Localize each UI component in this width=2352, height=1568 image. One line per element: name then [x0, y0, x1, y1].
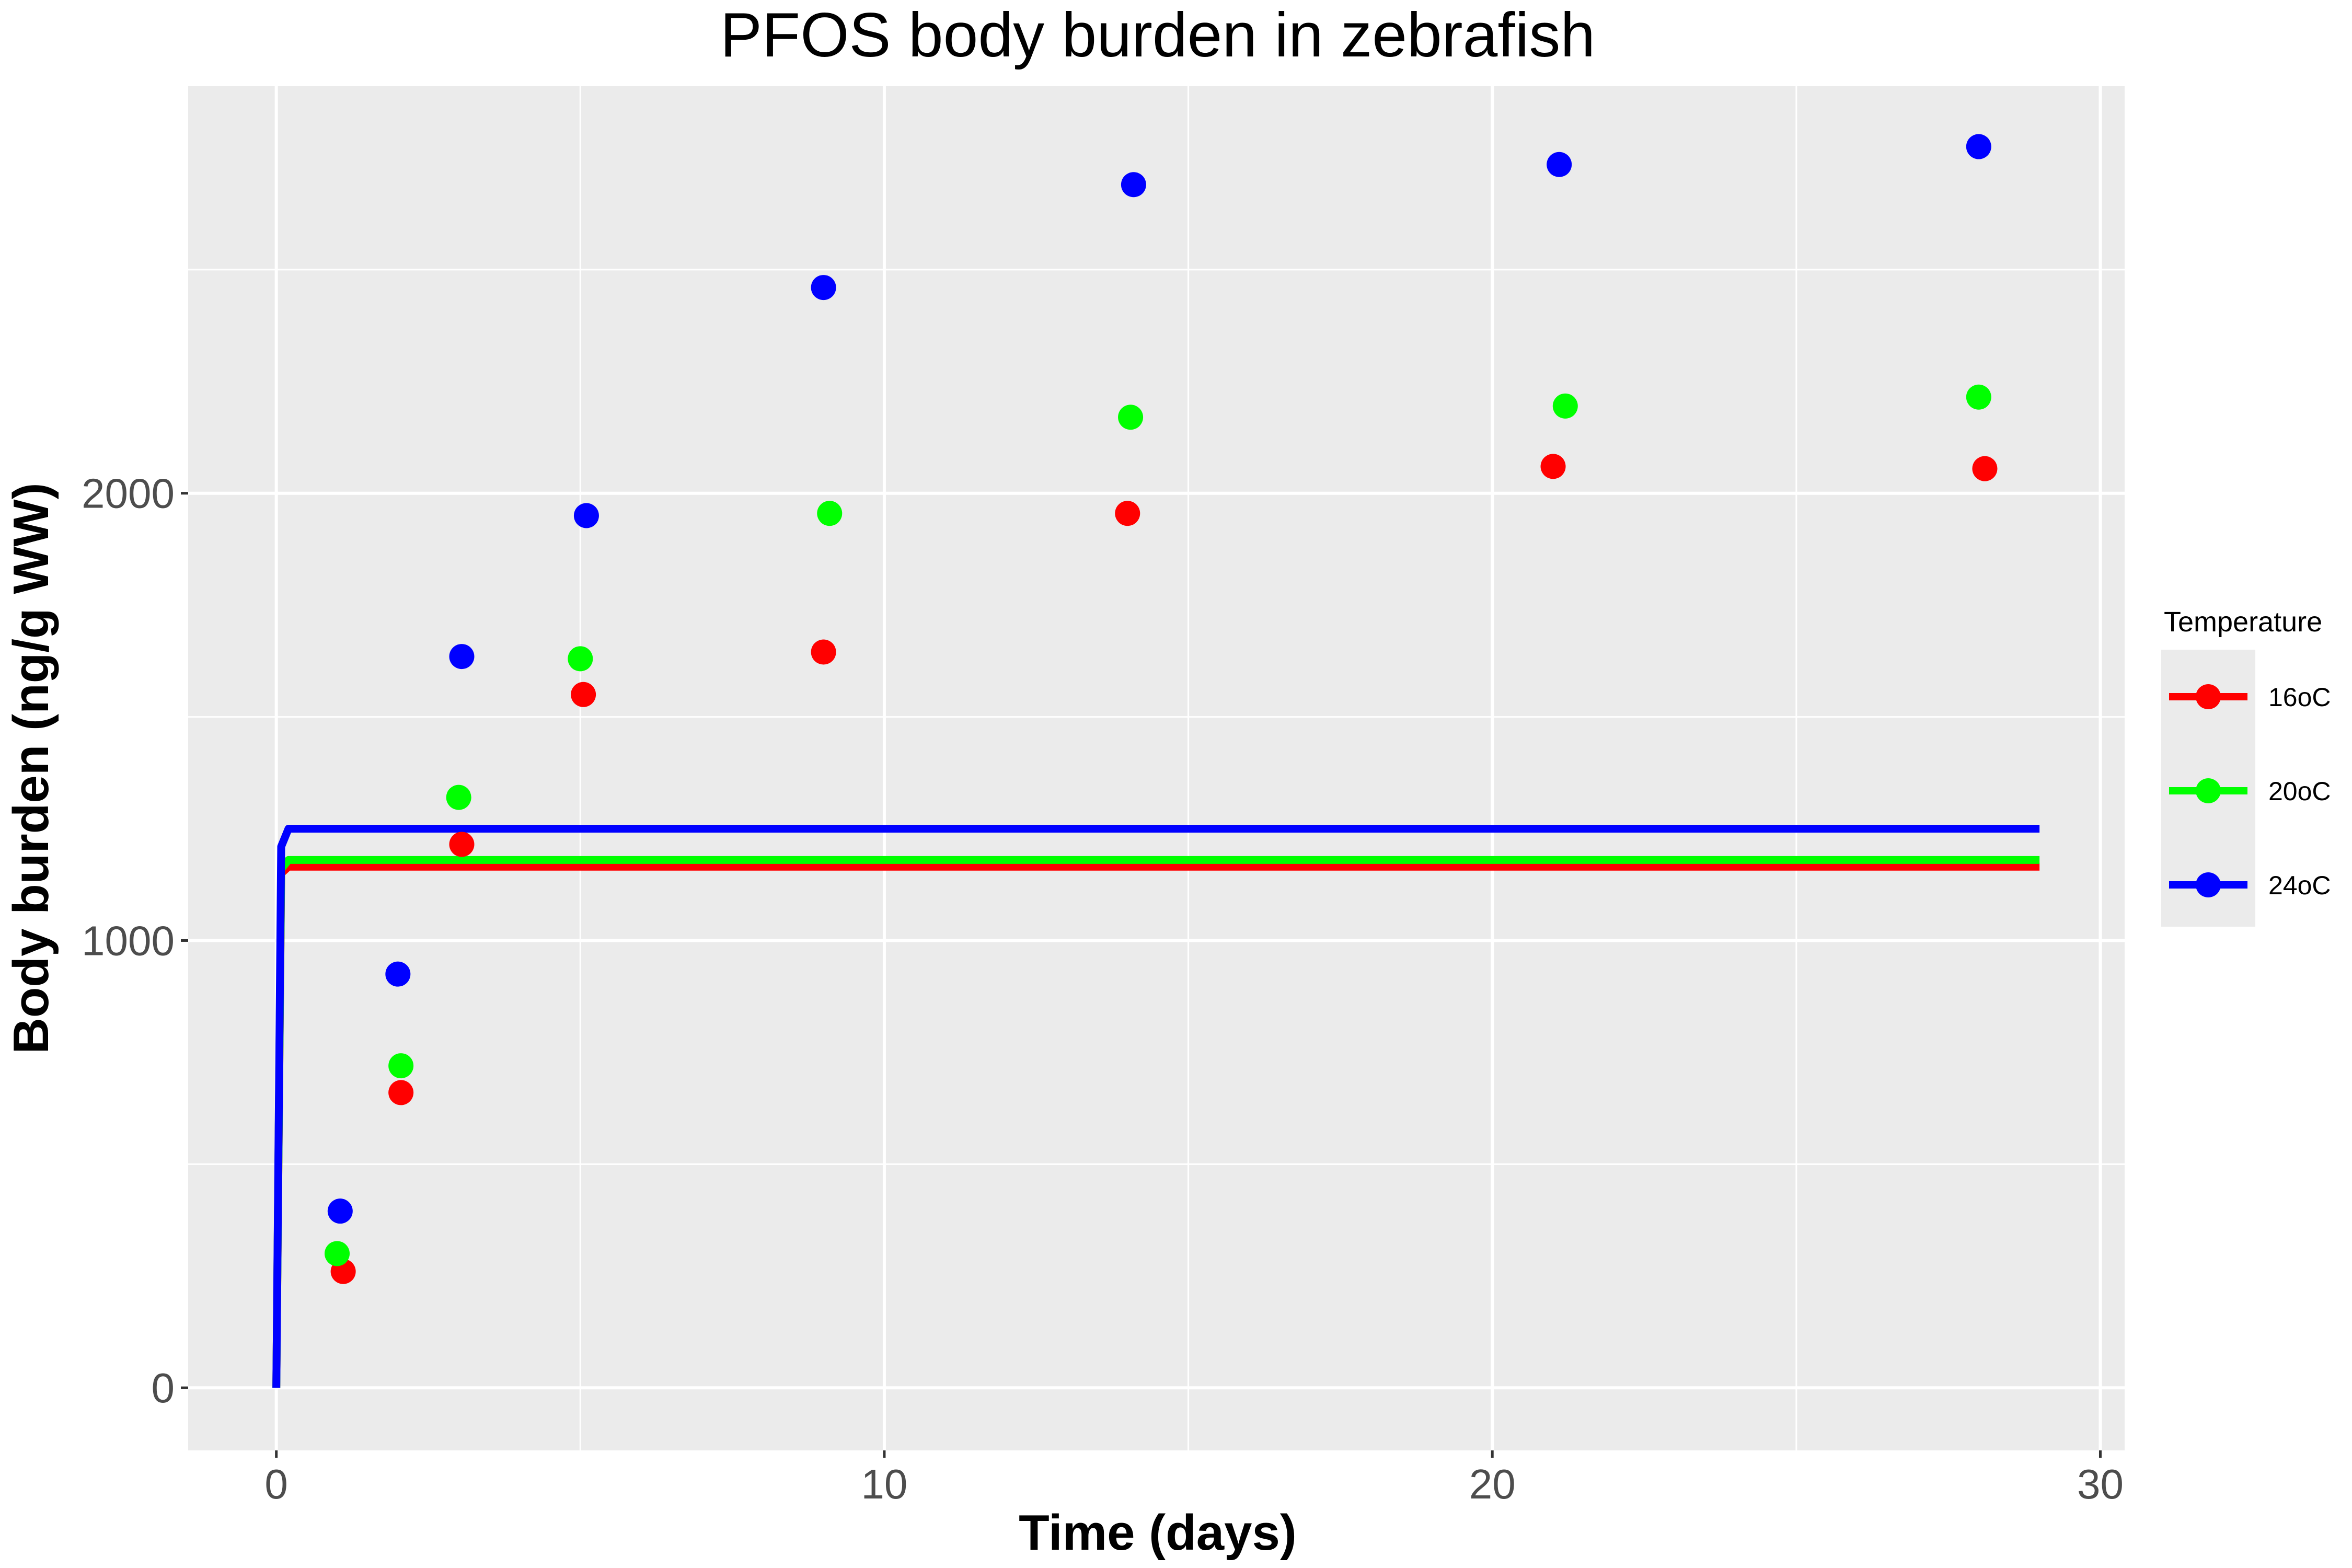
x-tick-label: 10: [861, 1461, 907, 1507]
data-point-24oC: [327, 1198, 353, 1224]
data-point-24oC: [573, 503, 599, 528]
data-point-16oC: [811, 639, 836, 665]
minor-gridlines: [188, 86, 2125, 1450]
x-tick-label: 0: [264, 1461, 288, 1507]
x-tick-label: 20: [1469, 1461, 1516, 1507]
legend-key-point-24oC: [2196, 872, 2221, 897]
tick-labels: 0 10 20 30 0 1000 2000: [82, 470, 2124, 1507]
y-tick-label: 2000: [82, 470, 175, 517]
plot-panel: [188, 86, 2125, 1450]
axis-ticks: [181, 492, 2102, 1458]
legend-title: Temperature: [2164, 606, 2322, 638]
data-point-20oC: [568, 646, 593, 672]
legend-label-24oC: 24oC: [2268, 871, 2331, 900]
data-point-20oC: [817, 501, 843, 526]
y-tick-label: 0: [152, 1365, 175, 1411]
x-axis-title: Time (days): [1019, 1505, 1297, 1561]
data-point-20oC: [388, 1053, 414, 1079]
data-point-24oC: [1966, 134, 1991, 159]
data-point-24oC: [449, 644, 475, 670]
data-point-20oC: [325, 1241, 350, 1266]
data-point-16oC: [571, 682, 596, 707]
series-lines: [272, 825, 2040, 1388]
data-point-20oC: [446, 785, 471, 810]
legend-key-point-16oC: [2196, 684, 2221, 709]
data-point-16oC: [1115, 501, 1140, 526]
legend-label-20oC: 20oC: [2268, 777, 2331, 806]
x-tick-label: 30: [2077, 1461, 2124, 1507]
data-point-16oC: [1972, 456, 1998, 481]
legend-label-16oC: 16oC: [2268, 683, 2331, 712]
y-axis-title: Body burden (ng/g WW): [3, 482, 59, 1054]
legend: Temperature 16oC 20oC 24oC: [2161, 606, 2331, 927]
data-point-24oC: [1121, 172, 1146, 198]
data-point-24oC: [811, 275, 836, 301]
chart-title: PFOS body burden in zebrafish: [720, 0, 1595, 70]
data-point-24oC: [1547, 152, 1572, 177]
data-point-20oC: [1118, 405, 1144, 430]
data-point-20oC: [1966, 384, 1991, 410]
data-point-16oC: [449, 832, 475, 857]
data-point-24oC: [385, 961, 411, 987]
legend-items: 16oC 20oC 24oC: [2169, 683, 2331, 900]
series-line-24oC: [272, 825, 2040, 1388]
major-gridlines: [188, 86, 2125, 1450]
data-point-20oC: [1552, 393, 1578, 419]
y-tick-label: 1000: [82, 917, 175, 964]
data-point-16oC: [1540, 454, 1566, 479]
legend-key-point-20oC: [2196, 778, 2221, 803]
series-points: [325, 134, 1998, 1284]
data-point-16oC: [388, 1080, 414, 1105]
